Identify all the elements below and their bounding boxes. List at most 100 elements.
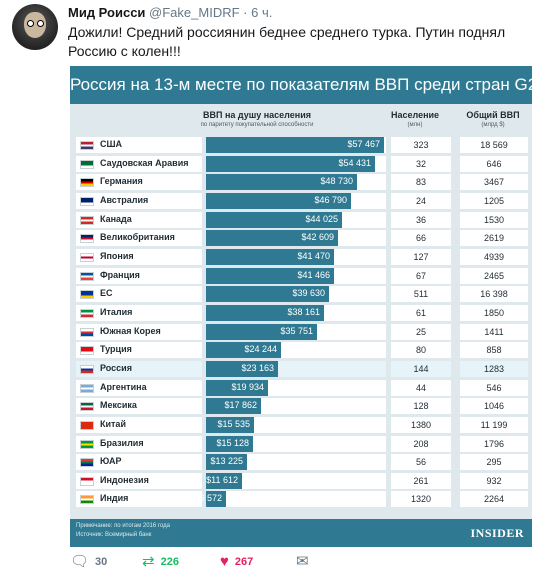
country-name: США: [100, 139, 123, 149]
bar-track: $57 467: [206, 137, 386, 153]
bar-track: $13 225: [206, 454, 386, 471]
gdp-bar: [206, 472, 242, 489]
table-row: Россия $23 163 144 1283: [76, 360, 528, 379]
timestamp[interactable]: 6 ч.: [251, 5, 273, 20]
country-name: Южная Корея: [100, 325, 161, 336]
bar-track: $44 025: [206, 211, 386, 228]
direct-message-button[interactable]: ✉: [296, 554, 309, 570]
gdp-value-label: $48 730: [320, 176, 353, 187]
like-button[interactable]: ♥ 267: [220, 554, 253, 570]
display-name[interactable]: Мид Роисси: [68, 5, 146, 20]
country-cell: Южная Корея: [76, 323, 202, 340]
bar-track: $39 630: [206, 286, 386, 303]
gdp-bar: [206, 323, 317, 340]
handle[interactable]: @Fake_MIDRF: [149, 5, 240, 20]
flag-icon: [80, 252, 94, 262]
population-cell: 66: [391, 230, 451, 247]
bar-track: $46 790: [206, 192, 386, 209]
insider-logo: INSIDER: [470, 526, 524, 540]
population-cell: 1380: [391, 416, 451, 433]
table-row: Аргентина $19 934 44 546: [76, 379, 528, 398]
avatar-face: [24, 12, 46, 38]
gdp-value-label: $46 790: [314, 194, 347, 205]
table-row: Италия $38 161 61 1850: [76, 304, 528, 323]
gdp-value-label: $57 467: [347, 139, 380, 149]
gdp-bar: [206, 137, 384, 153]
country-name: Россия: [100, 362, 132, 373]
country-name: Канада: [100, 213, 132, 224]
column-subheader-total-gdp: (млрд $): [481, 122, 505, 128]
total-gdp-cell: 1530: [460, 211, 528, 228]
country-cell: Япония: [76, 248, 202, 265]
country-cell: Канада: [76, 211, 202, 228]
tweet-text: Дожили! Средний россиянин беднее среднег…: [68, 24, 506, 59]
table-row: ЕС $39 630 511 16 398: [76, 285, 528, 304]
country-name: ЮАР: [100, 456, 122, 467]
flag-icon: [80, 402, 94, 412]
retweet-button[interactable]: ⇄ 226: [142, 554, 179, 570]
gdp-value-label: $42 609: [301, 232, 334, 243]
population-cell: 261: [391, 472, 451, 489]
population-cell: 24: [391, 192, 451, 209]
total-gdp-cell: 4939: [460, 248, 528, 265]
country-name: Бразилия: [100, 437, 144, 448]
population-cell: 83: [391, 174, 451, 191]
country-name: Великобритания: [100, 232, 175, 243]
gdp-bar: [206, 454, 247, 471]
total-gdp-cell: 1283: [460, 360, 528, 377]
gdp-bar: [206, 379, 268, 396]
country-name: Турция: [100, 344, 132, 355]
country-cell: Мексика: [76, 398, 202, 415]
flag-icon: [80, 308, 94, 318]
table-row: Саудовская Аравия $54 431 32 646: [76, 155, 528, 174]
gdp-value-label: $35 751: [280, 325, 313, 336]
column-subheader-ppp: по паритету покупательной способности: [200, 122, 314, 128]
country-cell: Италия: [76, 304, 202, 321]
total-gdp-cell: 1205: [460, 192, 528, 209]
population-cell: 61: [391, 304, 451, 321]
tweet-header: Мид Роисси @Fake_MIDRF · 6 ч.: [68, 5, 272, 20]
footnote: Примечание: по итогам 2016 года: [76, 523, 170, 529]
flag-icon: [80, 346, 94, 356]
flag-icon: [80, 234, 94, 244]
infographic-card[interactable]: Россия на 13-м месте по показателям ВВП …: [70, 66, 547, 547]
country-name: ЕС: [100, 288, 113, 299]
avatar[interactable]: [12, 4, 58, 50]
gdp-bar: [206, 155, 375, 172]
table-row: Франция $41 466 67 2465: [76, 267, 528, 286]
total-gdp-cell: 2264: [460, 491, 528, 508]
population-cell: 67: [391, 267, 451, 284]
bar-track: $15 535: [206, 416, 386, 433]
population-cell: 208: [391, 435, 451, 452]
country-name: Саудовская Аравия: [100, 157, 189, 168]
population-cell: 36: [391, 211, 451, 228]
bar-track: $19 934: [206, 379, 386, 396]
gdp-bar: [206, 248, 334, 265]
country-cell: США: [76, 137, 202, 153]
country-cell: Германия: [76, 174, 202, 191]
reply-button[interactable]: 🗨︎ 30: [70, 554, 107, 570]
country-name: Германия: [100, 176, 143, 187]
flag-icon: [80, 476, 94, 486]
table-row: Германия $48 730 83 3467: [76, 173, 528, 192]
gdp-value-label: $23 163: [241, 362, 274, 373]
gdp-bar: [206, 360, 278, 377]
gdp-bar: [206, 416, 254, 433]
population-cell: 127: [391, 248, 451, 265]
total-gdp-cell: 1796: [460, 435, 528, 452]
flag-icon: [80, 364, 94, 374]
gdp-bar: [206, 174, 357, 191]
country-cell: Индонезия: [76, 472, 202, 489]
country-name: Италия: [100, 306, 133, 317]
country-cell: Франция: [76, 267, 202, 284]
gdp-bar: [206, 230, 338, 247]
gdp-value-label: $41 466: [297, 269, 330, 280]
gdp-value-label: $38 161: [287, 306, 320, 317]
table-row: ЮАР $13 225 56 295: [76, 453, 528, 472]
gdp-value-label: $6 572: [194, 493, 222, 504]
avatar-eye-right: [37, 20, 44, 27]
gdp-bar: [206, 435, 253, 452]
gdp-value-label: $54 431: [338, 157, 371, 168]
bar-track: $41 470: [206, 248, 386, 265]
bar-track: $15 128: [206, 435, 386, 452]
